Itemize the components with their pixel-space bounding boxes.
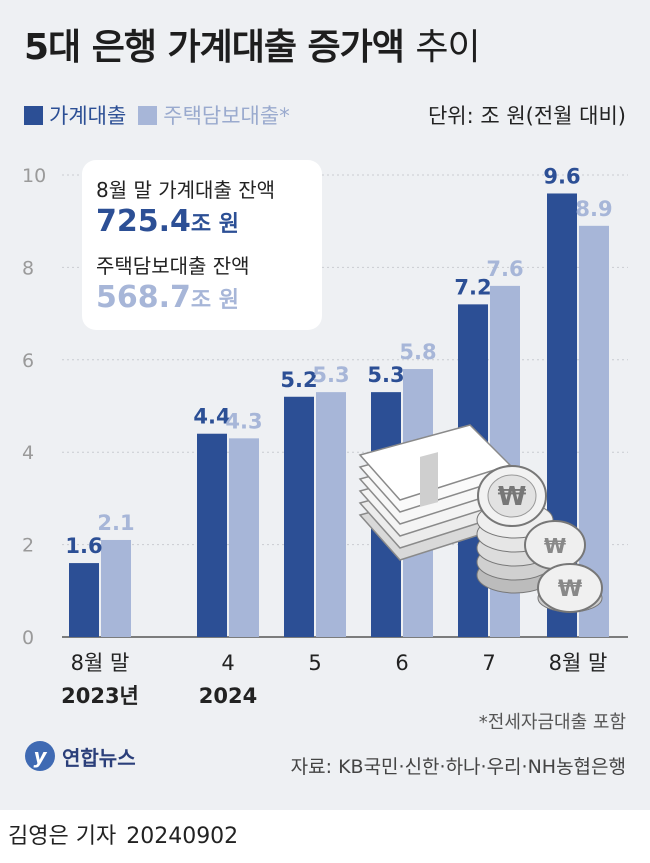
household-balance-value: 725.4조 원 xyxy=(96,204,239,239)
yonhap-logo-icon: y xyxy=(25,741,55,771)
x-tick-label: 4 xyxy=(221,651,234,675)
data-label-mortgage: 5.8 xyxy=(399,340,436,364)
yonhap-logo: y 연합뉴스 xyxy=(24,740,136,772)
byline-author: 김영은 기자 xyxy=(8,824,117,849)
x-tick-label: 8월 말 xyxy=(71,651,130,675)
legend-label-household: 가계대출 xyxy=(49,104,127,128)
bar-household xyxy=(197,433,227,637)
data-label-household: 7.2 xyxy=(454,275,491,299)
x-tick-label: 8월 말 xyxy=(549,651,608,675)
x-year-label: 2024 xyxy=(199,684,257,708)
title-light: 추이 xyxy=(415,27,480,68)
yonhap-logo-text: 연합뉴스 xyxy=(62,745,136,770)
data-label-household: 5.3 xyxy=(367,363,404,387)
unit-label: 단위: 조 원(전월 대비) xyxy=(427,104,626,128)
mortgage-balance-unit: 조 원 xyxy=(190,288,240,313)
mortgage-balance-value: 568.7조 원 xyxy=(96,280,239,315)
legend: 가계대출 주택담보대출* xyxy=(24,100,302,130)
svg-text:₩: ₩ xyxy=(498,482,527,512)
svg-text:y: y xyxy=(33,744,47,768)
bar-mortgage xyxy=(101,539,131,637)
data-label-mortgage: 7.6 xyxy=(486,257,523,281)
y-tick-label: 2 xyxy=(22,535,34,557)
legend-item-mortgage: 주택담보대출* xyxy=(138,100,290,130)
legend-label-mortgage: 주택담보대출* xyxy=(163,104,290,128)
bar-household xyxy=(69,563,99,637)
x-year-label: 2023년 xyxy=(61,684,139,708)
y-tick-label: 10 xyxy=(22,165,46,187)
bar-household xyxy=(284,396,314,637)
legend-item-household: 가계대출 xyxy=(24,100,126,130)
y-tick-label: 4 xyxy=(22,442,34,464)
bar-chart: 0 2 4 6 8 10 ₩ ₩ ₩ 1.62.1 8월 말 2023년 4.4 xyxy=(22,164,628,708)
y-tick-label: 8 xyxy=(22,257,34,279)
data-label-mortgage: 4.3 xyxy=(225,409,262,433)
title-bold: 5대 은행 가계대출 증가액 xyxy=(24,27,405,68)
svg-text:₩: ₩ xyxy=(558,577,582,602)
data-label-mortgage: 8.9 xyxy=(575,197,612,221)
bar-mortgage xyxy=(229,438,259,637)
legend-swatch-household xyxy=(24,105,43,125)
chart-title: 5대 은행 가계대출 증가액 추이 xyxy=(24,18,481,70)
household-balance-label: 8월 말 가계대출 잔액 xyxy=(96,178,275,202)
data-label-mortgage: 5.3 xyxy=(312,363,349,387)
data-label-household: 5.2 xyxy=(280,368,317,392)
x-tick-label: 5 xyxy=(308,651,321,675)
svg-text:₩: ₩ xyxy=(544,534,566,558)
mortgage-balance-number: 568.7 xyxy=(96,280,191,315)
household-balance-unit: 조 원 xyxy=(190,212,240,237)
money-illustration: ₩ ₩ ₩ xyxy=(358,424,603,613)
mortgage-balance-label: 주택담보대출 잔액 xyxy=(96,254,250,278)
bar-mortgage xyxy=(316,392,346,637)
data-label-household: 4.4 xyxy=(193,405,230,429)
data-label-mortgage: 2.1 xyxy=(97,511,134,535)
data-label-household: 9.6 xyxy=(543,164,580,188)
summary-infobox: 8월 말 가계대출 잔액 725.4조 원 주택담보대출 잔액 568.7조 원 xyxy=(82,160,322,330)
y-tick-label: 6 xyxy=(22,350,34,372)
footnote: *전세자금대출 포함 xyxy=(478,712,626,733)
legend-swatch-mortgage xyxy=(138,105,158,125)
byline: 김영은 기자 20240902 xyxy=(8,818,238,850)
x-tick-label: 7 xyxy=(482,651,495,675)
household-balance-number: 725.4 xyxy=(96,204,191,239)
byline-date: 20240902 xyxy=(126,824,239,849)
x-tick-label: 6 xyxy=(395,651,408,675)
source-note: 자료: KB국민·신한·하나·우리·NH농협은행 xyxy=(290,756,626,778)
y-tick-label: 0 xyxy=(22,627,34,649)
data-label-household: 1.6 xyxy=(65,534,102,558)
